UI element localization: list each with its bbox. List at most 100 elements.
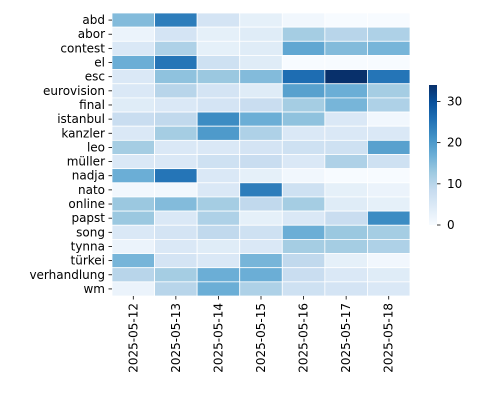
heatmap-cell [324, 253, 368, 269]
heatmap-cell [281, 182, 326, 198]
heatmap-cell [281, 224, 326, 240]
heatmap-cell [281, 26, 326, 42]
heatmap-cell [324, 267, 368, 283]
heatmap-cell [281, 168, 326, 184]
heatmap-cell [239, 97, 283, 113]
heatmap-cell [196, 238, 241, 254]
x-tick-label: 2025-05-18 [382, 303, 396, 373]
y-tick-label: nato [78, 183, 105, 197]
heatmap-cell [239, 253, 283, 269]
heatmap-cell [367, 83, 411, 99]
heatmap-cell [239, 26, 283, 42]
colorbar-tick-label: 20 [447, 136, 462, 150]
y-tick-label: final [79, 98, 105, 112]
heatmap-cell [239, 224, 283, 240]
colorbar-tick-label: 10 [447, 177, 462, 191]
heatmap-cell [367, 26, 411, 42]
heatmap-cell [154, 281, 198, 297]
y-tick-label: papst [71, 211, 105, 225]
y-tick-label: wm [83, 282, 105, 296]
heatmap-cell [281, 253, 326, 269]
heatmap-cell [196, 224, 241, 240]
heatmap-cell [196, 26, 241, 42]
y-tick-label: istanbul [57, 112, 105, 126]
heatmap-cell [154, 182, 198, 198]
heatmap-cell [111, 125, 155, 141]
heatmap-cell [239, 196, 283, 212]
heatmap-cell [196, 111, 241, 127]
heatmap-cell [196, 12, 241, 28]
heatmap-cell [239, 182, 283, 198]
heatmap-cell [154, 253, 198, 269]
heatmap-cell [196, 69, 241, 85]
y-tick-label: esc [85, 70, 105, 84]
heatmap-cell [154, 12, 198, 28]
heatmap-cell [154, 196, 198, 212]
heatmap-cell [324, 182, 368, 198]
heatmap-cell [324, 154, 368, 170]
heatmap-cell [154, 83, 198, 99]
heatmap-cell [196, 267, 241, 283]
heatmap-cell [111, 40, 155, 56]
heatmap-cell [154, 40, 198, 56]
heatmap-cell [324, 224, 368, 240]
heatmap-cell [367, 267, 411, 283]
heatmap-cell [367, 40, 411, 56]
y-tick-label: contest [60, 41, 105, 55]
colorbar [429, 85, 437, 225]
y-tick-label: verhandlung [29, 268, 105, 282]
heatmap-cell [324, 111, 368, 127]
heatmap-cell [324, 139, 368, 155]
heatmap-cell [281, 267, 326, 283]
heatmap-cell [111, 69, 155, 85]
y-tick-label: abor [78, 27, 105, 41]
heatmap-cell [111, 267, 155, 283]
heatmap-cell [367, 224, 411, 240]
heatmap-cell [196, 55, 241, 71]
heatmap-cell [367, 139, 411, 155]
heatmap-cell [281, 69, 326, 85]
heatmap-cell [154, 267, 198, 283]
heatmap-cell [154, 238, 198, 254]
heatmap-cell [111, 154, 155, 170]
heatmap-cell [324, 12, 368, 28]
heatmap-cell [324, 238, 368, 254]
heatmap-cell [154, 139, 198, 155]
heatmap-cell [196, 83, 241, 99]
heatmap-cell [196, 139, 241, 155]
heatmap-cell [154, 168, 198, 184]
heatmap-cell [239, 40, 283, 56]
heatmap-cell [239, 69, 283, 85]
heatmap-cell [281, 139, 326, 155]
heatmap-cell [111, 55, 155, 71]
heatmap-cell [154, 26, 198, 42]
heatmap-cell [239, 168, 283, 184]
heatmap-cell [281, 40, 326, 56]
heatmap-cell [281, 281, 326, 297]
y-tick-label: nadja [72, 169, 105, 183]
heatmap-cell [196, 97, 241, 113]
colorbar-tick-label: 0 [447, 218, 455, 232]
y-tick-label: song [76, 225, 105, 239]
heatmap-cell [154, 111, 198, 127]
heatmap-cell [239, 267, 283, 283]
heatmap-cell [367, 168, 411, 184]
y-tick-label: kanzler [61, 126, 105, 140]
heatmap-cell [281, 210, 326, 226]
heatmap-cell [111, 281, 155, 297]
heatmap-cell [111, 224, 155, 240]
heatmap-cell [367, 55, 411, 71]
heatmap-cell [111, 111, 155, 127]
heatmap-cell [367, 182, 411, 198]
heatmap-cell [196, 281, 241, 297]
heatmap-cell [196, 154, 241, 170]
heatmap-cell [111, 83, 155, 99]
heatmap-cell [111, 196, 155, 212]
y-tick-label: tynna [71, 239, 105, 253]
heatmap-cell [111, 168, 155, 184]
heatmap-cell [111, 97, 155, 113]
x-tick-label: 2025-05-17 [339, 303, 353, 373]
heatmap-cell [154, 224, 198, 240]
heatmap-cell [281, 111, 326, 127]
